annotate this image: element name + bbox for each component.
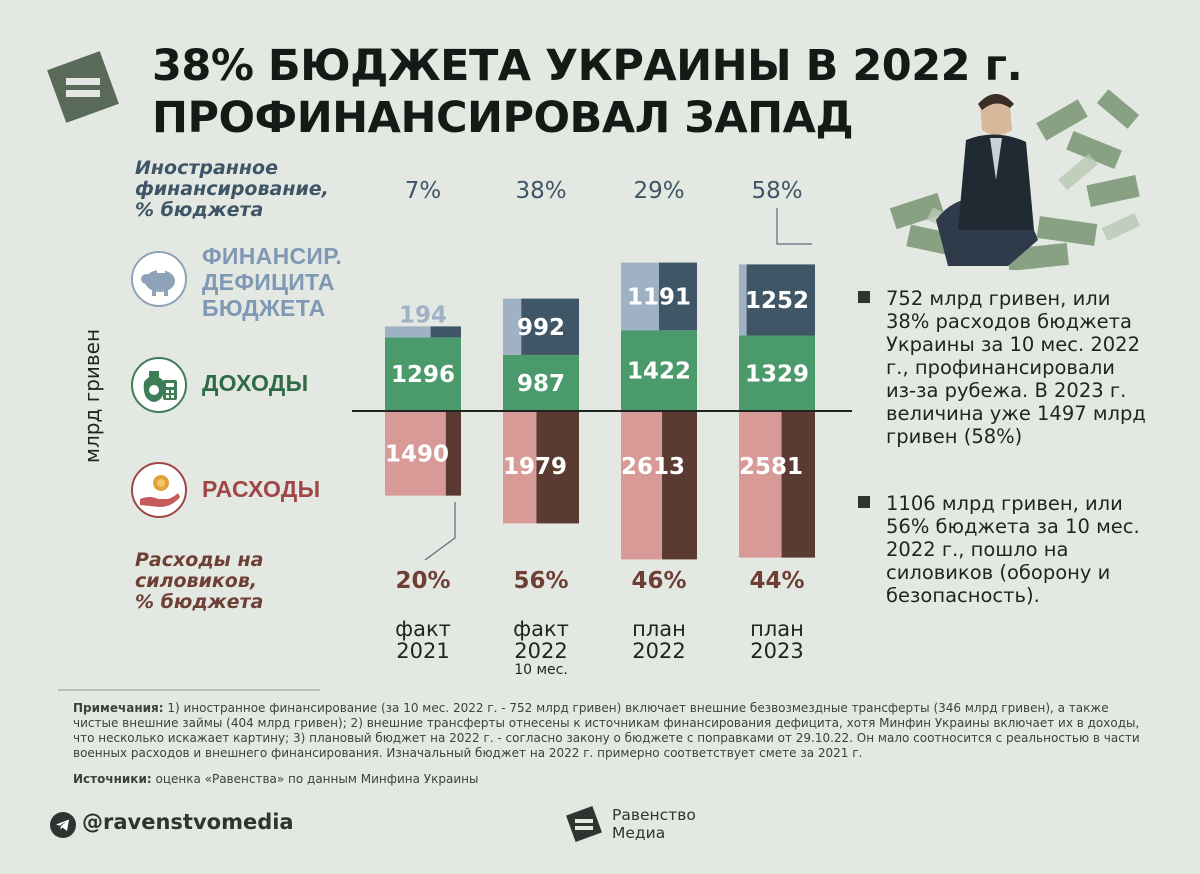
- category-label: 2022: [514, 639, 567, 663]
- income-bar: [739, 335, 815, 411]
- income-bar: [385, 337, 461, 411]
- legend-deficit: ФИНАНСИР. ДЕФИЦИТА БЮДЖЕТА: [202, 243, 343, 321]
- legend-expense: РАСХОДЫ: [202, 476, 321, 502]
- security-pct-label: 44%: [749, 568, 804, 594]
- legend-income: ДОХОДЫ: [202, 370, 309, 396]
- deficit-bar-domestic: [621, 262, 659, 331]
- expense-bar-civil: [621, 411, 663, 560]
- income-value-label: 987: [517, 371, 565, 397]
- category-label: 2022: [632, 639, 685, 663]
- foreign-pct-label: 58%: [751, 178, 802, 204]
- foreign-pct-label: 38%: [515, 178, 566, 204]
- expense-bar-security: [536, 411, 579, 524]
- deficit-bar-domestic: [739, 264, 747, 336]
- expense-value-label: 2581: [739, 454, 803, 480]
- note-security-spending: 1106 млрд гривен, или 56% бюджета за 10 …: [858, 492, 1146, 607]
- foreign-pct-label: 29%: [633, 178, 684, 204]
- money-bag-calculator-icon: [131, 357, 187, 413]
- deficit-value-label: 1191: [627, 284, 691, 310]
- budget-bar-chart: 194129614907%20%факт2021992987197938%56%…: [352, 178, 852, 678]
- expense-bar-security: [662, 411, 697, 560]
- footnote: Примечания: 1) иностранное финансировани…: [73, 701, 1140, 760]
- income-value-label: 1296: [391, 362, 455, 388]
- connector-foreign: [776, 208, 812, 245]
- piggy-bank-icon: [131, 251, 187, 307]
- income-bar: [621, 330, 697, 411]
- income-value-label: 1329: [745, 361, 809, 387]
- deficit-bar-foreign: [659, 262, 697, 331]
- category-sub-label: 10 мес.: [514, 662, 568, 678]
- expense-bar-civil: [503, 411, 537, 524]
- title-line-1: 38% БЮДЖЕТА УКРАИНЫ В 2022 г.: [152, 41, 1023, 91]
- deficit-bar-foreign: [746, 264, 815, 336]
- politician-photo: [889, 89, 1141, 270]
- title-line-2: ПРОФИНАНСИРОВАЛ ЗАПАД: [152, 93, 854, 143]
- telegram-icon[interactable]: [50, 812, 76, 838]
- foreign-pct-label: 7%: [405, 178, 442, 204]
- sources: Источники: оценка «Равенства» по данным …: [73, 772, 479, 786]
- footnote-divider: [58, 689, 320, 691]
- expense-value-label: 1490: [385, 441, 449, 467]
- category-label: план: [750, 617, 804, 641]
- deficit-value-label: 1252: [745, 288, 809, 314]
- connector-security: [424, 502, 456, 561]
- category-label: план: [632, 617, 686, 641]
- income-bar: [503, 354, 579, 411]
- brand-name: Равенство Медиа: [612, 806, 696, 842]
- ravenstvo-media-logo-icon: [566, 806, 602, 842]
- expense-bar-security: [781, 411, 815, 558]
- bullet-icon: [858, 291, 870, 303]
- foreign-financing-label: Иностранное финансирование, % бюджета: [135, 157, 329, 221]
- category-label: факт: [395, 617, 451, 641]
- category-label: 2023: [750, 639, 803, 663]
- telegram-handle-link[interactable]: @ravenstvomedia: [82, 810, 294, 834]
- income-value-label: 1422: [627, 359, 691, 385]
- expense-value-label: 2613: [621, 454, 685, 480]
- expense-bar-civil: [739, 411, 782, 558]
- deficit-value-label: 992: [517, 315, 565, 341]
- y-axis-label: млрд гривен: [80, 328, 104, 464]
- bullet-icon: [858, 496, 870, 508]
- coin-hand-icon: [131, 462, 187, 518]
- deficit-bar-foreign: [521, 298, 579, 355]
- deficit-bar-foreign: [430, 326, 461, 338]
- deficit-bar-domestic: [503, 298, 522, 355]
- expense-value-label: 1979: [503, 454, 567, 480]
- security-pct-label: 20%: [395, 568, 450, 594]
- deficit-value-label: 194: [399, 302, 447, 328]
- security-pct-label: 46%: [631, 568, 686, 594]
- security-spending-label: Расходы на силовиков, % бюджета: [135, 549, 264, 613]
- category-label: факт: [513, 617, 569, 641]
- expense-bar-civil: [385, 411, 446, 496]
- category-label: 2021: [396, 639, 449, 663]
- note-foreign-financing: 752 млрд гривен, или 38% расходов бюджет…: [858, 287, 1146, 448]
- deficit-bar-domestic: [385, 326, 431, 338]
- security-pct-label: 56%: [513, 568, 568, 594]
- expense-bar-security: [445, 411, 461, 496]
- page-title: 38% БЮДЖЕТА УКРАИНЫ В 2022 г. ПРОФИНАНСИ…: [152, 40, 1023, 144]
- ravenstvo-logo-icon: [47, 51, 119, 123]
